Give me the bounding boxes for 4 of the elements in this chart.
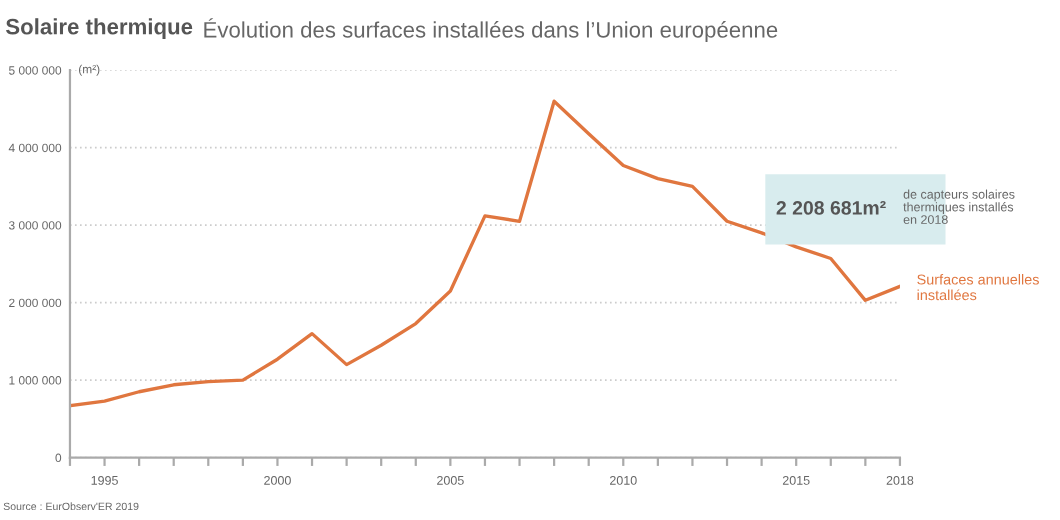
chart-subtitle: Évolution des surfaces installées dans l’Union européenne (204, 18, 778, 43)
line-series (69, 99, 900, 408)
chart-title: Solaire thermique (5, 18, 193, 39)
annotation: 2 208 681m² (776, 201, 886, 215)
